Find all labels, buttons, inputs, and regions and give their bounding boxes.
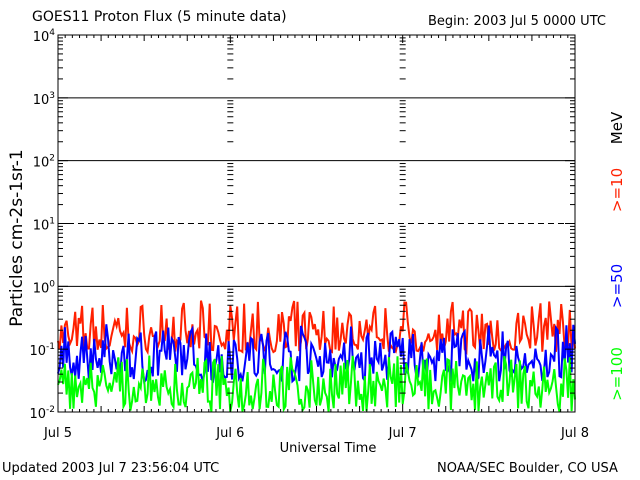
credit: NOAA/SEC Boulder, CO USA <box>437 461 618 476</box>
updated-time: Updated 2003 Jul 7 23:56:04 UTC <box>2 461 220 476</box>
chart-title: GOES11 Proton Flux (5 minute data) <box>32 9 287 25</box>
series-line-2 <box>57 355 576 413</box>
y-axis-label: Particles cm-2s-1sr-1 <box>7 149 27 326</box>
units-label: MeV <box>608 111 626 144</box>
y-tick-label-0: 10-2 <box>29 405 55 422</box>
y-tick-label-5: 103 <box>33 91 55 108</box>
x-tick-label-2: Jul 7 <box>388 426 417 441</box>
x-tick-label-1: Jul 6 <box>215 426 244 441</box>
x-axis-label: Universal Time <box>280 441 377 456</box>
y-axis-label-text: Particles cm-2s-1sr-1 <box>7 149 27 326</box>
legend-entry-2: >=100 <box>608 347 626 401</box>
x-tick-label-0: Jul 5 <box>43 426 72 441</box>
y-tick-label-2: 100 <box>33 279 56 296</box>
y-tick-label-1: 10-1 <box>29 342 55 359</box>
legend-entry-0: >=10 <box>608 168 626 212</box>
y-tick-label-4: 102 <box>33 154 55 171</box>
y-tick-label-3: 101 <box>33 217 55 234</box>
series-line-0 <box>57 300 576 356</box>
begin-time: Begin: 2003 Jul 5 0000 UTC <box>428 14 606 29</box>
legend-entry-1: >=50 <box>608 264 626 308</box>
x-tick-label-3: Jul 8 <box>560 426 589 441</box>
y-tick-label-6: 104 <box>33 28 56 45</box>
